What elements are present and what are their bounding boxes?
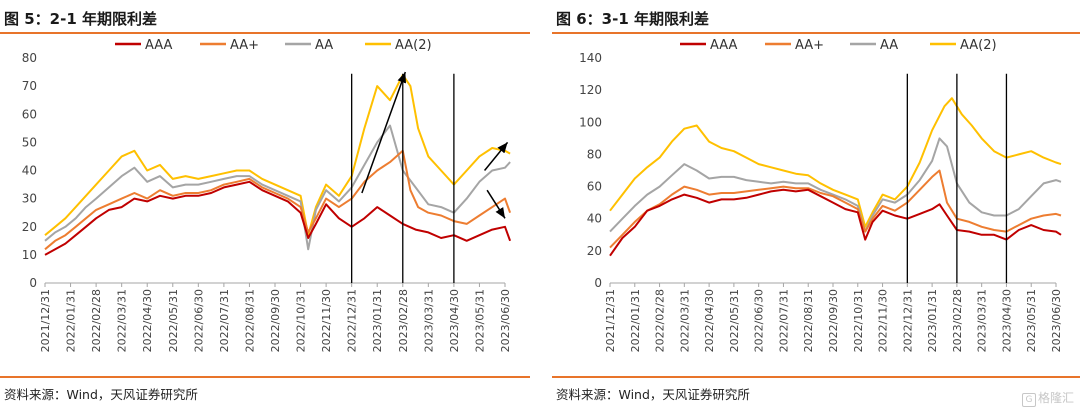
chart-svg-5: 0 10 20 30 40 50 60 70 80 2021/12/31 2022/01/31 202…	[22, 38, 512, 352]
y-tick-label: 60	[22, 107, 37, 121]
x-tick-label: 2022/07/31	[218, 289, 231, 352]
series-line-aa	[609, 137, 1062, 233]
x-tick-label: 2022/12/31	[346, 289, 359, 352]
legend-label: AA(2)	[960, 38, 997, 53]
x-tick-label: 2022/04/30	[141, 289, 154, 352]
chart-panel-right: 图 6：3-1 年期限利差 0 20 40 60 80 100 120 140 2021/12/…	[552, 0, 1080, 411]
x-tick-label: 2022/12/31	[901, 289, 914, 352]
trend-arrow	[361, 71, 407, 194]
x-tick-label: 2023/05/31	[473, 289, 486, 352]
x-tick-label: 2022/08/31	[802, 289, 815, 352]
chart-title: 图 6：3-1 年期限利差	[556, 10, 709, 28]
x-tick-label: 2022/05/31	[167, 289, 180, 352]
chart-panel-left: 图 5：2-1 年期限利差 0 10 20 30 40 50 60 70 80 2021/12/3…	[0, 0, 530, 411]
watermark-text: 格隆汇	[1037, 391, 1074, 405]
x-tick-label: 2023/01/31	[926, 289, 939, 352]
y-tick-label: 100	[579, 115, 602, 129]
x-tick-label: 2022/02/28	[654, 289, 667, 352]
y-tick-label: 140	[579, 51, 602, 65]
x-tick-label: 2023/03/31	[976, 289, 989, 352]
y-tick-label: 80	[587, 147, 602, 161]
trend-arrow	[483, 141, 509, 171]
chart-svg-6: 0 20 40 60 80 100 120 140 2021/12/31 2022/01/31 20…	[579, 38, 1063, 352]
source-divider	[0, 376, 530, 378]
series-line-aa	[44, 149, 512, 251]
series-line-aaa	[609, 188, 1062, 257]
legend-label: AA+	[795, 38, 824, 53]
legend-label: AA	[880, 38, 898, 53]
legend-label: AA	[315, 38, 333, 53]
watermark: G 格隆汇	[1021, 389, 1074, 407]
y-tick-label: 0	[29, 276, 37, 290]
chart-source: 资料来源：Wind，天风证券研究所	[556, 387, 750, 402]
x-tick-label: 2022/04/30	[703, 289, 716, 352]
source-divider	[552, 376, 1080, 378]
x-tick-label: 2021/12/31	[604, 289, 617, 352]
x-tick-label: 2023/02/28	[951, 289, 964, 352]
x-tick-label: 2022/03/31	[116, 289, 129, 352]
x-tick-label: 2022/01/31	[629, 289, 642, 352]
x-tick-label: 2022/09/30	[827, 289, 840, 352]
x-tick-label: 2022/07/31	[777, 289, 790, 352]
x-tick-label: 2023/02/28	[397, 289, 410, 352]
y-tick-label: 20	[587, 244, 602, 258]
x-tick-label: 2022/10/31	[852, 289, 865, 352]
x-tick-label: 2022/05/31	[728, 289, 741, 352]
x-tick-label: 2022/10/31	[295, 289, 308, 352]
series-line-aa	[44, 124, 511, 251]
x-tick-label: 2023/04/30	[1000, 289, 1013, 352]
y-tick-label: 20	[22, 220, 37, 234]
title-divider	[552, 32, 1080, 34]
x-tick-label: 2022/06/30	[192, 289, 205, 352]
legend-label: AAA	[710, 38, 738, 53]
x-tick-label: 2022/02/28	[90, 289, 103, 352]
x-tick-label: 2021/12/31	[39, 289, 52, 352]
series-line-aa2	[44, 73, 511, 237]
series-line-aa2	[609, 97, 1062, 228]
watermark-logo-icon: G	[1021, 393, 1036, 407]
x-tick-label: 2023/03/31	[422, 289, 435, 352]
x-tick-label: 2023/05/31	[1025, 289, 1038, 352]
y-tick-label: 70	[22, 79, 37, 93]
y-tick-label: 10	[22, 248, 37, 262]
series-line-aaa	[44, 180, 512, 256]
x-tick-label: 2022/03/31	[678, 289, 691, 352]
y-tick-label: 80	[22, 51, 37, 65]
x-tick-label: 2022/08/31	[243, 289, 256, 352]
chart-title: 图 5：2-1 年期限利差	[4, 10, 157, 28]
y-tick-label: 50	[22, 135, 37, 149]
y-tick-label: 60	[587, 180, 602, 194]
series-line-aa	[609, 169, 1062, 249]
legend-label: AA+	[230, 38, 259, 53]
x-tick-label: 2022/11/30	[877, 289, 890, 352]
y-tick-label: 0	[594, 276, 602, 290]
x-tick-label: 2023/01/31	[371, 289, 384, 352]
y-tick-label: 40	[22, 164, 37, 178]
x-tick-label: 2023/04/30	[448, 289, 461, 352]
x-tick-label: 2022/11/30	[320, 289, 333, 352]
legend-label: AAA	[145, 38, 173, 53]
x-tick-label: 2023/06/30	[499, 289, 512, 352]
legend-label: AA(2)	[395, 38, 432, 53]
x-tick-label: 2022/09/30	[269, 289, 282, 352]
chart-source: 资料来源：Wind，天风证券研究所	[4, 387, 198, 402]
title-divider	[0, 32, 530, 34]
x-tick-label: 2022/06/30	[753, 289, 766, 352]
y-tick-label: 40	[587, 212, 602, 226]
x-tick-label: 2022/01/31	[65, 289, 78, 352]
x-tick-label: 2023/06/30	[1050, 289, 1063, 352]
y-tick-label: 120	[579, 83, 602, 97]
y-tick-label: 30	[22, 192, 37, 206]
trend-arrow	[486, 189, 506, 219]
